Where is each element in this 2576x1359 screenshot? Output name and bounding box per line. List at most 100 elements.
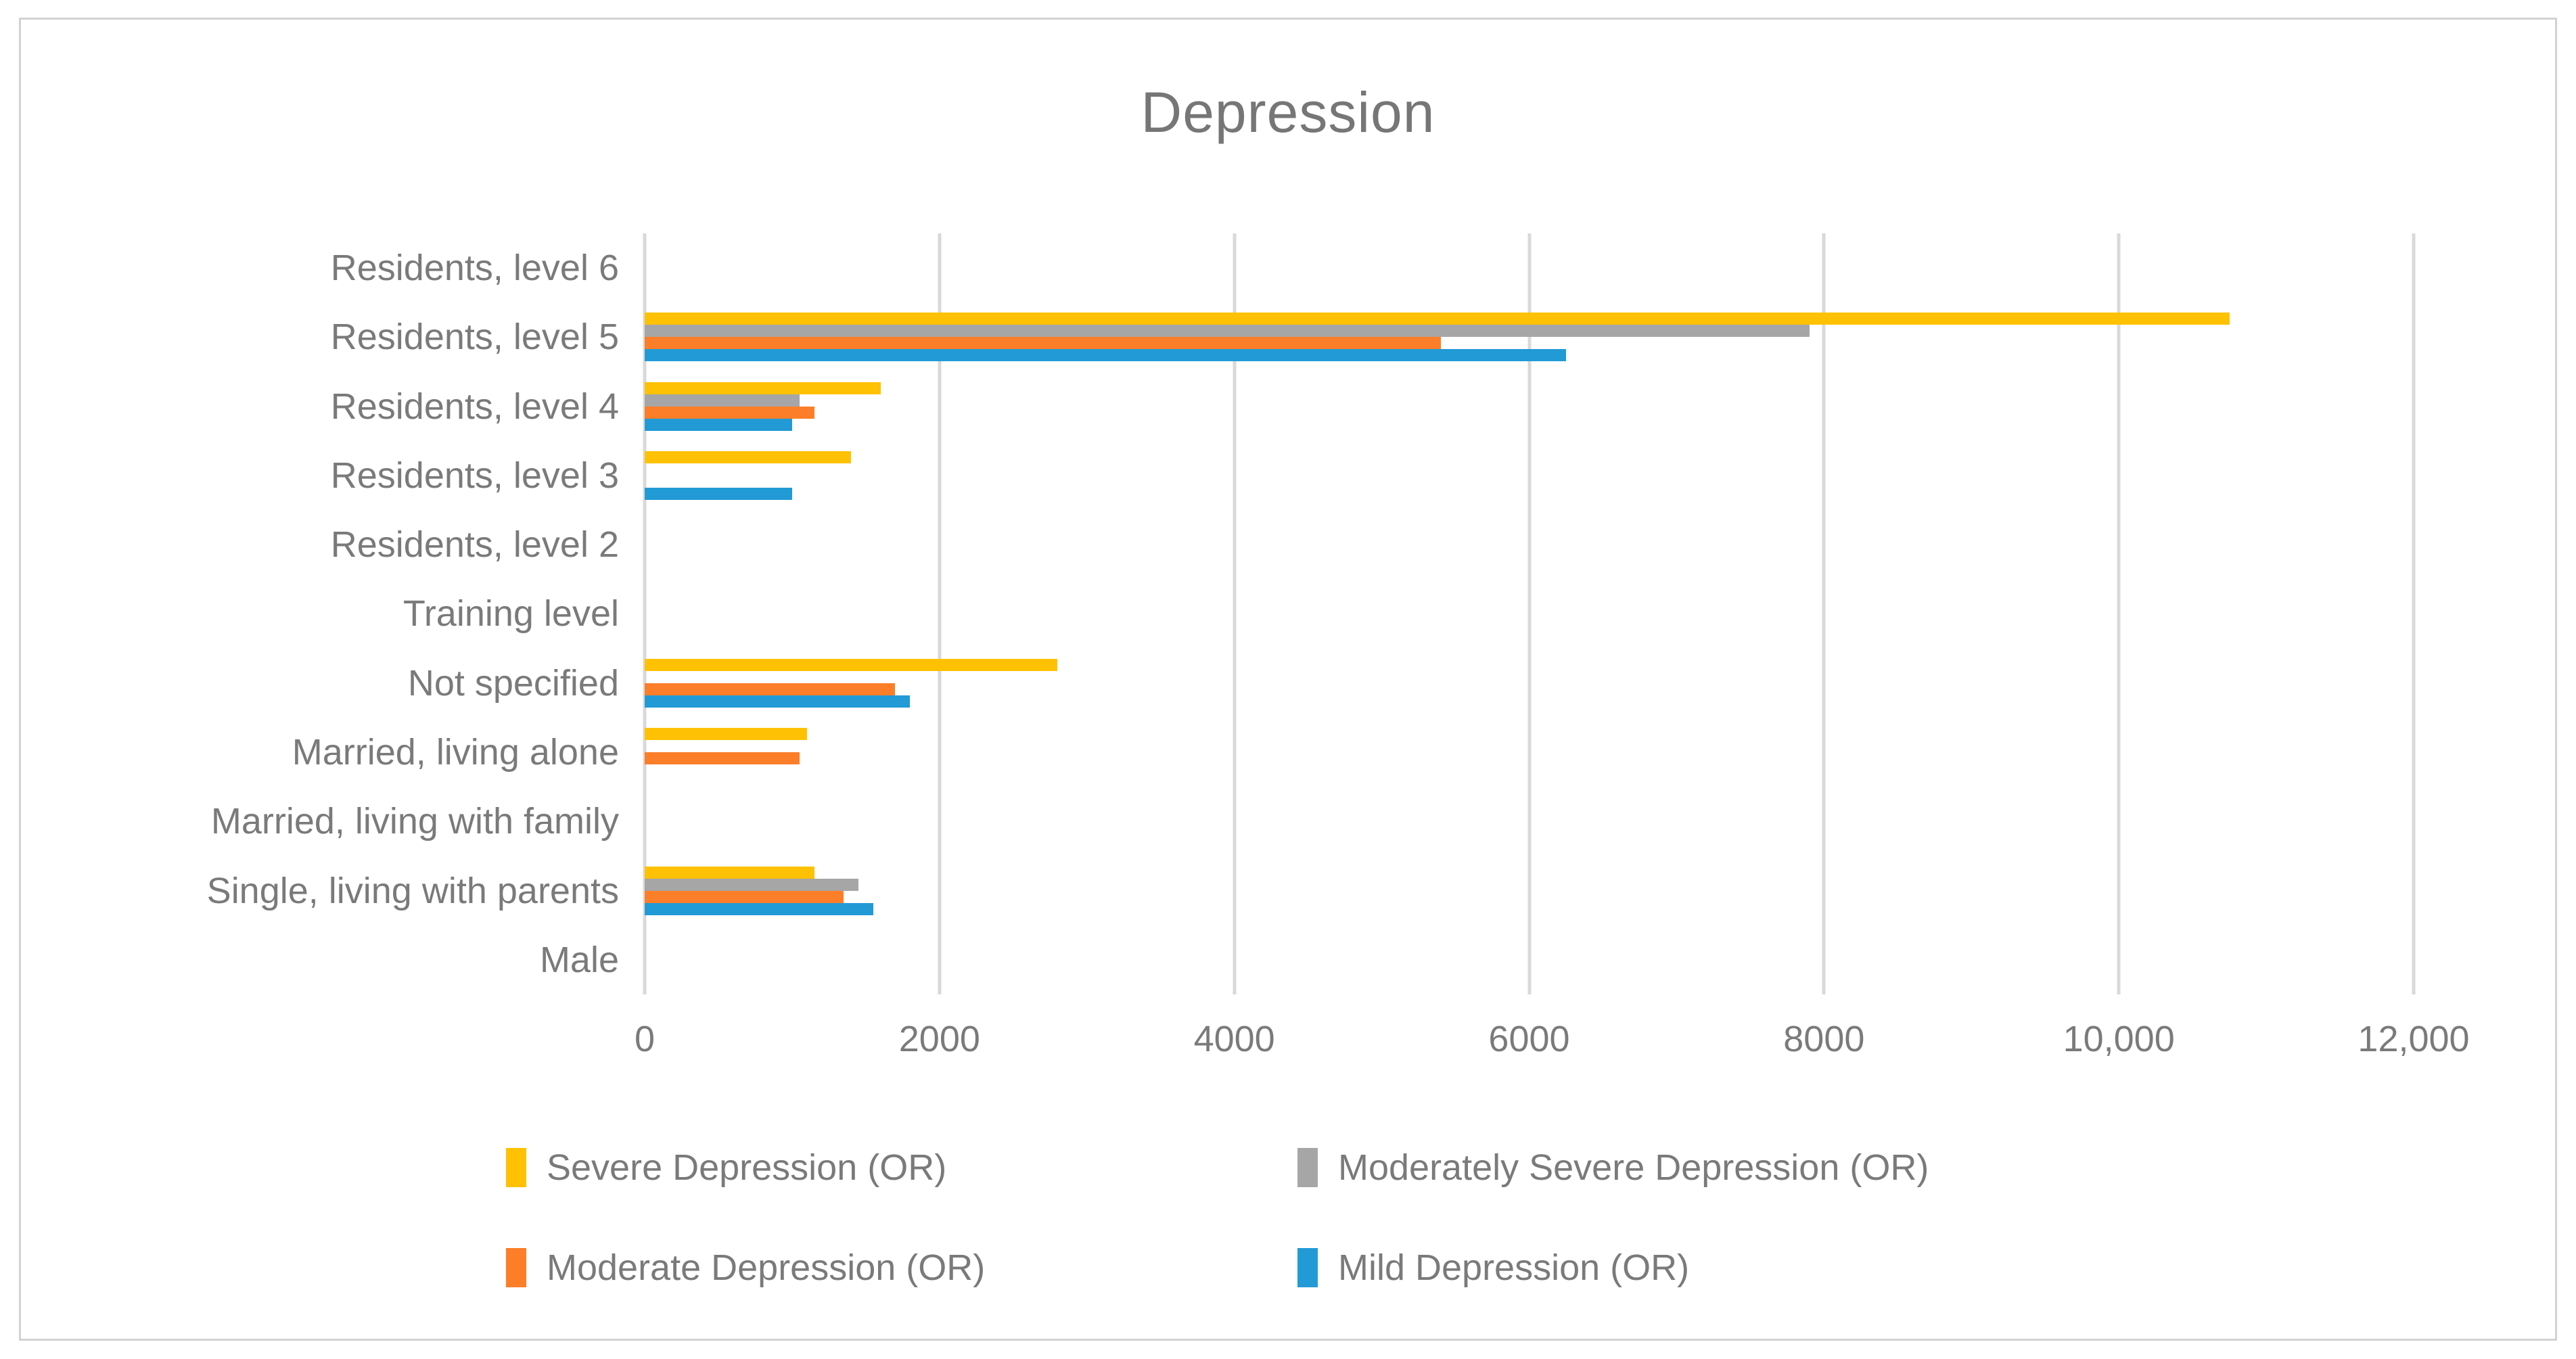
bar-slot — [645, 394, 2414, 407]
bar-slot — [645, 890, 2414, 903]
bar-severe-depression-or-single-living-with-parents — [645, 866, 814, 879]
x-tick-label-6000: 6000 — [1488, 1019, 1570, 1059]
value-axis: 0 2000 4000 6000 8000 10,000 12,000 — [635, 1018, 2470, 1065]
legend-label: Moderate Depression (OR) — [547, 1247, 986, 1288]
chart-frame — [19, 18, 2557, 1341]
chart-title: Depression — [1141, 80, 1435, 144]
x-tick-label-4000: 4000 — [1193, 1019, 1275, 1059]
legend-item-moderate-depression-or: Moderate Depression (OR) — [506, 1247, 1297, 1289]
legend-item-severe-depression-or: Severe Depression (OR) — [506, 1147, 1297, 1189]
bar-moderate-depression-or-not-specified — [645, 683, 896, 695]
bar-slot — [645, 683, 2414, 695]
bar-severe-depression-or-married-living-alone — [645, 727, 807, 740]
bar-moderately-severe-depression-or-residents-level-5 — [645, 325, 1810, 338]
bar-mild-depression-or-residents-level-4 — [645, 418, 792, 431]
bar-group-residents-level-2 — [645, 510, 2414, 579]
bar-slot — [645, 821, 2414, 833]
x-tick-label-0: 0 — [634, 1019, 656, 1059]
gridline-0 — [643, 233, 647, 994]
bar-slot — [645, 614, 2414, 626]
category-label-not-specified: Not specified — [407, 662, 619, 704]
bar-moderate-depression-or-residents-level-5 — [645, 337, 1441, 350]
bar-slot — [645, 671, 2414, 683]
bar-group-married-living-with-family — [645, 787, 2414, 856]
bar-moderately-severe-depression-or-residents-level-4 — [645, 394, 800, 407]
legend-label: Mild Depression (OR) — [1338, 1247, 1690, 1288]
bar-mild-depression-or-single-living-with-parents — [645, 902, 873, 915]
bar-group-single-living-with-parents — [645, 856, 2414, 925]
bar-moderate-depression-or-single-living-with-parents — [645, 890, 844, 903]
bar-slot — [645, 936, 2414, 948]
category-label-married-living-with-family: Married, living with family — [210, 801, 619, 842]
bar-slot — [645, 601, 2414, 614]
legend-swatch-severe-depression-or — [506, 1148, 526, 1187]
bar-slot — [645, 626, 2414, 638]
bar-slot — [645, 866, 2414, 879]
bar-slot — [645, 948, 2414, 960]
legend-item-moderately-severe-depression-or: Moderately Severe Depression (OR) — [1297, 1147, 1929, 1189]
bar-slot — [645, 727, 2414, 740]
bar-slot — [645, 337, 2414, 350]
bar-moderate-depression-or-residents-level-4 — [645, 406, 814, 419]
bar-slot — [645, 487, 2414, 500]
category-label-residents-level-2: Residents, level 2 — [330, 524, 619, 566]
x-tick-label-8000: 8000 — [1783, 1019, 1865, 1059]
bar-slot — [645, 244, 2414, 256]
bar-slot — [645, 902, 2414, 915]
bar-group-not-specified — [645, 649, 2414, 718]
bar-group-residents-level-4 — [645, 372, 2414, 441]
bar-moderately-severe-depression-or-single-living-with-parents — [645, 878, 858, 891]
bar-slot — [645, 960, 2414, 972]
x-tick-label-12000: 12,000 — [2358, 1019, 2470, 1059]
bar-slot — [645, 809, 2414, 821]
legend-swatch-moderately-severe-depression-or — [1297, 1148, 1318, 1187]
x-tick-label-2000: 2000 — [898, 1019, 980, 1059]
bar-slot — [645, 256, 2414, 268]
bar-slot — [645, 463, 2414, 476]
bar-slot — [645, 280, 2414, 292]
bar-group-male — [645, 925, 2414, 994]
gridline-10000 — [2117, 233, 2121, 994]
bar-slot — [645, 268, 2414, 280]
bar-moderate-depression-or-married-living-alone — [645, 752, 800, 764]
category-label-residents-level-5: Residents, level 5 — [330, 317, 619, 358]
bar-slot — [645, 797, 2414, 809]
bar-slot — [645, 752, 2414, 764]
bar-slot — [645, 520, 2414, 532]
bar-slot — [645, 833, 2414, 846]
bar-severe-depression-or-not-specified — [645, 658, 1058, 671]
legend: Severe Depression (OR) Moderately Severe … — [506, 1147, 1929, 1289]
bar-severe-depression-or-residents-level-4 — [645, 382, 881, 394]
bar-rows — [645, 233, 2414, 994]
category-label-single-living-with-parents: Single, living with parents — [206, 870, 619, 911]
plot-area — [643, 233, 2416, 994]
bar-slot — [645, 658, 2414, 671]
bar-group-residents-level-5 — [645, 302, 2414, 371]
bar-slot — [645, 545, 2414, 557]
category-label-married-living-alone: Married, living alone — [292, 731, 619, 773]
legend-label: Severe Depression (OR) — [547, 1147, 947, 1188]
category-label-residents-level-4: Residents, level 4 — [330, 386, 619, 427]
gridline-12000 — [2412, 233, 2416, 994]
bar-slot — [645, 557, 2414, 569]
bar-group-married-living-alone — [645, 718, 2414, 787]
bar-mild-depression-or-residents-level-3 — [645, 487, 792, 500]
bar-slot — [645, 532, 2414, 545]
bar-slot — [645, 349, 2414, 362]
bar-mild-depression-or-not-specified — [645, 695, 911, 708]
gridline-2000 — [938, 233, 942, 994]
legend-label: Moderately Severe Depression (OR) — [1338, 1147, 1929, 1188]
bar-slot — [645, 313, 2414, 325]
bar-slot — [645, 451, 2414, 463]
bar-group-residents-level-3 — [645, 441, 2414, 510]
gridline-8000 — [1822, 233, 1826, 994]
bar-slot — [645, 325, 2414, 338]
category-axis-labels: Residents, level 6 Residents, level 5 Resi… — [0, 233, 619, 994]
bar-slot — [645, 695, 2414, 708]
bar-slot — [645, 972, 2414, 984]
gridline-4000 — [1233, 233, 1237, 994]
bar-severe-depression-or-residents-level-5 — [645, 313, 2230, 325]
bar-group-residents-level-6 — [645, 233, 2414, 302]
legend-item-mild-depression-or: Mild Depression (OR) — [1297, 1247, 1929, 1289]
bar-slot — [645, 878, 2414, 891]
